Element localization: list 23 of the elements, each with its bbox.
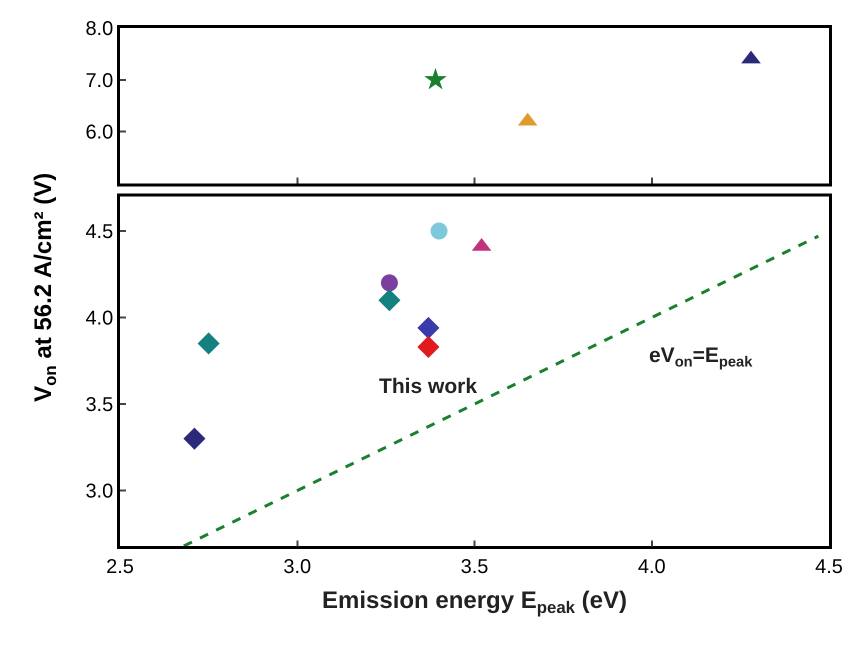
y-tick-label: 4.5 <box>85 220 114 243</box>
y-tick-label: 3.5 <box>85 394 114 416</box>
annotation: This work <box>379 375 478 398</box>
x-tick-label: 3.0 <box>283 556 312 578</box>
point <box>417 336 440 358</box>
y-tick-label: 6.0 <box>85 122 114 144</box>
point <box>183 428 206 450</box>
point <box>378 289 400 312</box>
x-axis-title: Emission energy E$_{peak}$ (eV) <box>322 587 628 618</box>
point <box>424 68 447 90</box>
y-tick-label: 8.0 <box>85 18 114 40</box>
annotation: eV$_{on}$=E$_{peak}$ <box>649 344 754 370</box>
point <box>430 222 448 240</box>
point <box>198 332 220 355</box>
y-tick-label: 7.0 <box>85 70 114 92</box>
x-tick-label: 4.5 <box>815 556 843 578</box>
y-tick-label: 3.0 <box>85 480 114 503</box>
point <box>417 316 440 339</box>
x-tick-label: 4.0 <box>638 556 666 578</box>
point <box>380 274 398 292</box>
x-tick-label: 2.5 <box>106 556 134 578</box>
x-tick-label: 3.5 <box>460 556 488 578</box>
y-tick-label: 4.0 <box>85 308 114 330</box>
